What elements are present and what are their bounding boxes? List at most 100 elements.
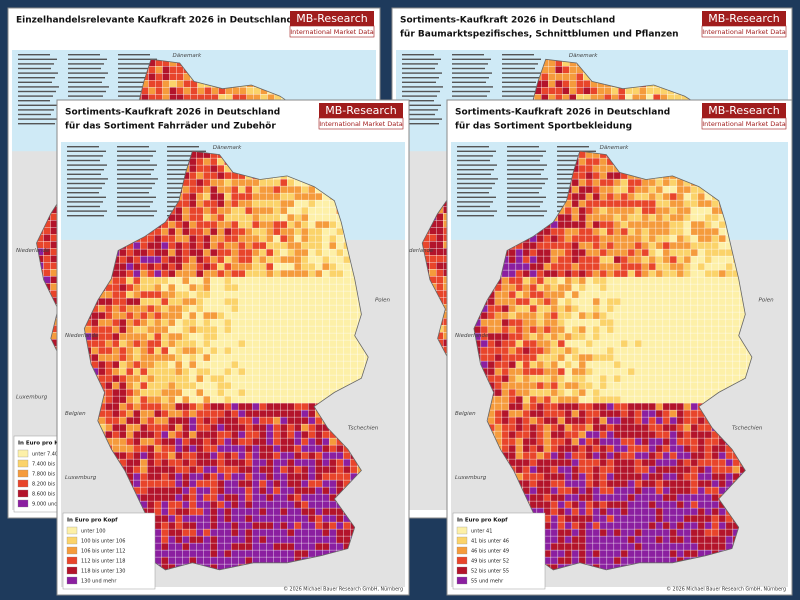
index-entry (502, 67, 535, 70)
index-entry (452, 63, 488, 65)
region (562, 80, 570, 88)
region (43, 234, 51, 242)
legend-swatch (17, 499, 29, 508)
region (583, 80, 591, 88)
index-entry (68, 95, 103, 97)
index-entry (118, 63, 154, 65)
poster-title: Einzelhandelsrelevante Kaufkraft 2026 in… (16, 16, 293, 26)
index-entry (502, 63, 538, 65)
index-entry (18, 54, 50, 56)
region (436, 227, 444, 235)
region (548, 80, 556, 88)
region (569, 80, 577, 88)
index-entry (452, 77, 489, 79)
index-entry (18, 81, 52, 83)
index-entry (18, 109, 54, 111)
region (50, 213, 58, 221)
region (162, 87, 170, 95)
region (155, 80, 163, 88)
index-entry (502, 81, 536, 83)
region (436, 283, 444, 291)
index-entry (68, 90, 106, 93)
index-entry (68, 77, 105, 79)
region (50, 248, 58, 256)
region (50, 234, 58, 242)
region (541, 87, 549, 95)
index-entry (68, 72, 108, 74)
index-entry (452, 72, 492, 74)
region (639, 87, 647, 95)
region (50, 227, 58, 235)
region (562, 73, 570, 81)
region (176, 73, 184, 81)
index-entry (18, 123, 55, 125)
region (583, 87, 591, 95)
index-entry (402, 77, 439, 79)
region (148, 80, 156, 88)
region (50, 276, 58, 284)
country-label: Niederlande (16, 248, 50, 254)
region (148, 87, 156, 95)
region (148, 73, 156, 81)
region (436, 241, 444, 249)
index-entry (18, 95, 53, 97)
index-entry (68, 54, 100, 56)
index-entry (452, 95, 487, 97)
index-entry (18, 118, 58, 120)
region (436, 269, 444, 277)
index-entry (18, 77, 55, 79)
index-entry (452, 90, 490, 93)
index-entry (502, 54, 534, 56)
index-entry (18, 86, 59, 88)
index-entry (68, 81, 102, 83)
region (169, 66, 177, 74)
region (576, 80, 584, 88)
index-entry (18, 67, 51, 70)
region (611, 87, 619, 95)
region (155, 66, 163, 74)
region (590, 87, 598, 95)
index-entry (402, 54, 434, 56)
index-entry (118, 67, 151, 70)
index-entry (402, 63, 438, 65)
region (429, 255, 437, 263)
region (436, 234, 444, 242)
index-entry (68, 63, 104, 65)
legend-swatch (17, 489, 29, 498)
legend-swatch (17, 459, 29, 468)
index-entry (18, 90, 56, 93)
region (204, 87, 212, 95)
region (176, 87, 184, 95)
index-entry (118, 77, 155, 79)
index-entry (118, 58, 157, 60)
region (176, 66, 184, 74)
region (183, 80, 191, 88)
index-entry (402, 95, 437, 97)
index-entry (118, 95, 153, 97)
index-entry (502, 72, 542, 74)
region (541, 73, 549, 81)
region (148, 66, 156, 74)
index-entry (118, 86, 159, 88)
index-entry (502, 77, 539, 79)
region (169, 80, 177, 88)
index-entry (502, 90, 540, 93)
region (429, 269, 437, 277)
index-entry (68, 86, 109, 88)
region (169, 87, 177, 95)
region (569, 66, 577, 74)
logo: MB-Research (296, 12, 367, 25)
region (43, 269, 51, 277)
region (548, 73, 556, 81)
region (548, 87, 556, 95)
logo-sub: International Market Data (290, 28, 373, 36)
region (576, 87, 584, 95)
region (436, 248, 444, 256)
index-entry (402, 72, 442, 74)
index-entry (68, 67, 101, 70)
region (239, 87, 247, 95)
region (562, 87, 570, 95)
index-entry (452, 54, 484, 56)
region (155, 73, 163, 81)
